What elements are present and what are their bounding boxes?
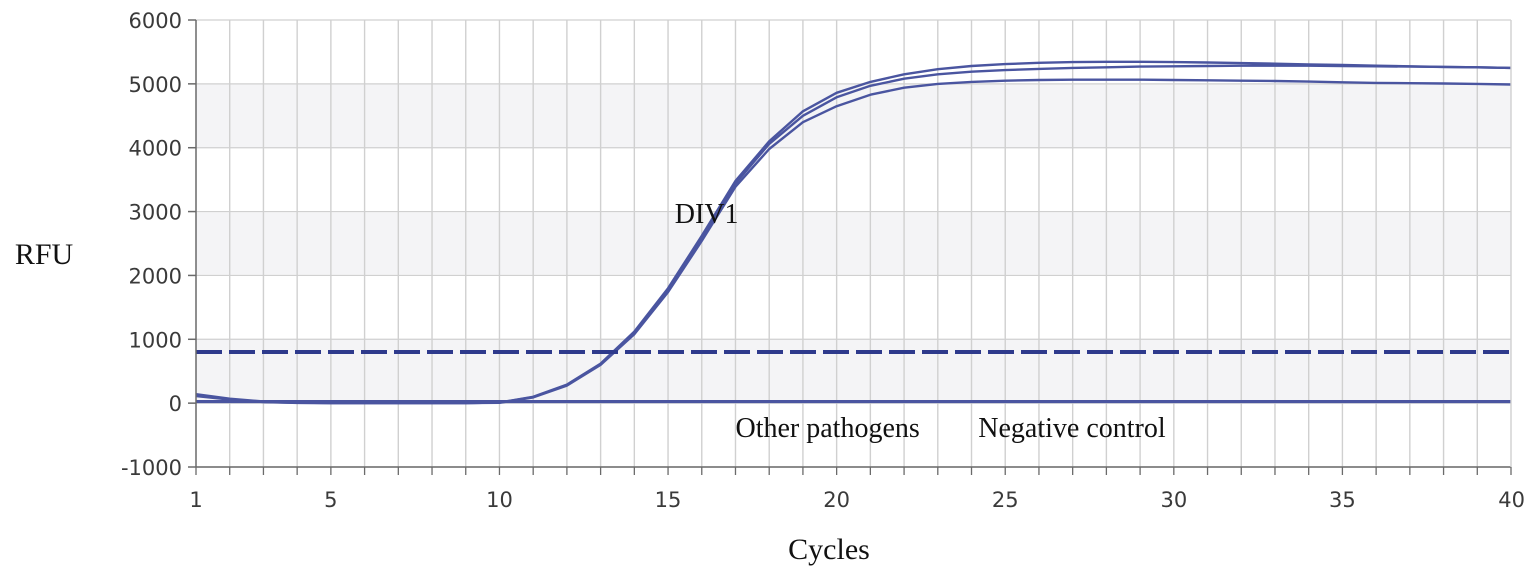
y-tick-label-4000: 4000: [129, 137, 182, 161]
shaded-bands: [196, 83, 1511, 404]
x-tick-label-10: 10: [486, 488, 513, 512]
vertical-gridlines: [229, 20, 1478, 467]
annotation-other-pathogens: Other pathogens: [735, 413, 919, 444]
x-tick-label-1: 1: [189, 488, 202, 512]
x-tick-label-35: 35: [1329, 488, 1356, 512]
x-tick-labels: 1 5 10 15 20 25 30 35 40: [189, 488, 1525, 512]
x-axis-title: Cycles: [788, 533, 870, 566]
annotation-negative-control: Negative control: [978, 413, 1166, 444]
series-line-3: [195, 78, 1512, 405]
y-tick-label-5000: 5000: [129, 73, 182, 97]
x-tick-label-30: 30: [1160, 488, 1187, 512]
band-0: [196, 339, 1511, 404]
y-tick-label-1000: 1000: [129, 328, 182, 352]
x-tick-label-20: 20: [823, 488, 850, 512]
y-tick-label-0: 0: [169, 392, 182, 416]
x-tick-label-40: 40: [1498, 488, 1525, 512]
y-tick-label-6000: 6000: [129, 9, 182, 33]
amplification-curves: [195, 60, 1512, 405]
band-4000: [196, 83, 1511, 148]
y-tick-label--1000: -1000: [121, 456, 182, 480]
annotation-div1: DIV1: [675, 199, 739, 230]
band-2000: [196, 211, 1511, 276]
axes-group: [188, 19, 1512, 475]
annotations: DIV1 Other pathogens Negative control: [675, 199, 1166, 444]
x-tick-label-5: 5: [324, 488, 337, 512]
y-tick-labels: -1000 0 1000 2000 3000 4000 5000 6000: [121, 9, 182, 480]
x-tick-label-15: 15: [655, 488, 682, 512]
x-tick-label-25: 25: [992, 488, 1019, 512]
y-axis-title: RFU: [15, 238, 74, 271]
y-tick-label-2000: 2000: [129, 264, 182, 288]
y-tick-label-3000: 3000: [129, 201, 182, 225]
